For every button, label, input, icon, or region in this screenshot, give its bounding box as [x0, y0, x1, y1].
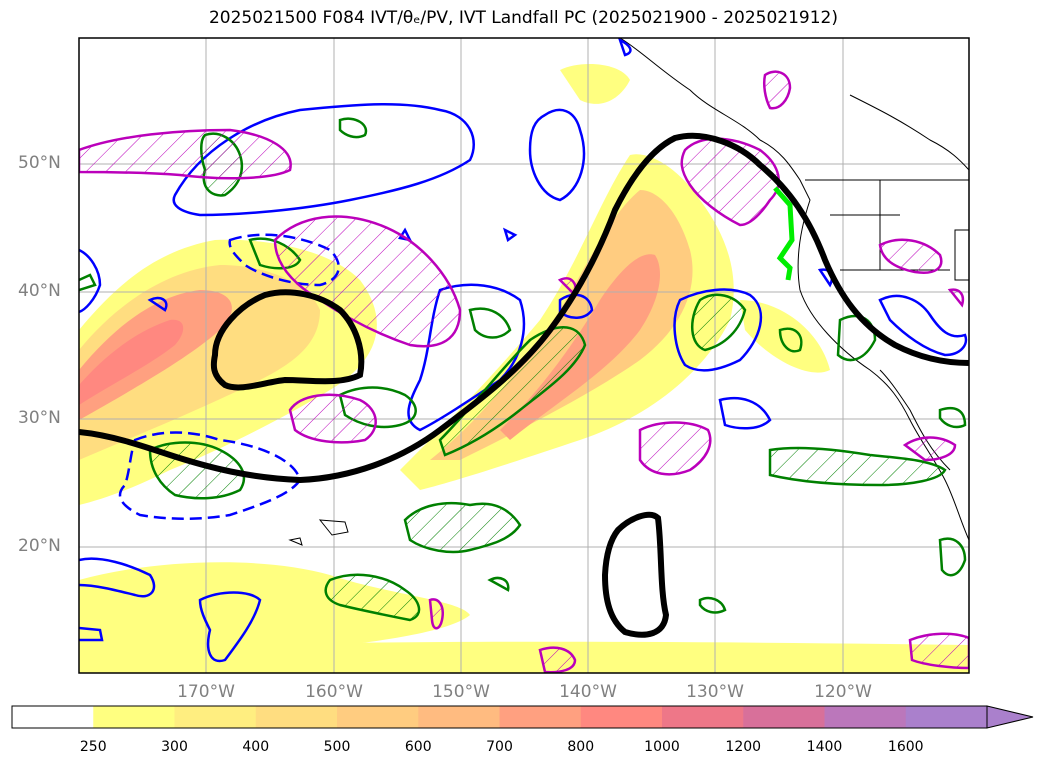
colorbar-segment: [418, 706, 500, 728]
colorbar-segment: [337, 706, 419, 728]
colorbar-tick-label: 600: [404, 739, 432, 755]
colorbar-tick-label: 1600: [887, 739, 924, 755]
colorbar-tick-label: 800: [567, 739, 595, 755]
colorbar-segment: [580, 706, 663, 728]
ivt-shading: [79, 64, 969, 673]
map-plot-area: [79, 38, 969, 673]
colorbar-tick-label: 1400: [806, 739, 843, 755]
pv-contours: [79, 38, 968, 663]
lon-label-160w: 160°W: [305, 682, 363, 702]
colorbar-border: [11, 705, 988, 729]
colorbar-segment: [174, 706, 257, 728]
colorbar-segment: [93, 706, 175, 728]
ivt-band-bottom: [79, 641, 969, 673]
lon-label-130w: 130°W: [686, 682, 744, 702]
lon-label-150w: 150°W: [432, 682, 490, 702]
colorbar-segment: [12, 706, 94, 728]
colorbar-tick-label: 1000: [644, 739, 680, 755]
colorbar-tick-label: 300: [161, 739, 188, 755]
lon-label-120w: 120°W: [814, 682, 872, 702]
colorbar-segment: [499, 706, 582, 728]
colorbar-tick-label: 500: [323, 739, 351, 755]
colorbar-segment: [743, 706, 825, 728]
map-title: 2025021500 F084 IVT/θₑ/PV, IVT Landfall …: [208, 8, 839, 28]
landfall-segment: [773, 186, 795, 281]
lat-label-50n: 50°N: [18, 153, 61, 173]
ivt-band-central-inner: [430, 190, 693, 460]
lon-label-140w: 140°W: [559, 682, 617, 702]
colorbar-segment: [255, 706, 338, 728]
graticule: [79, 38, 969, 673]
colorbar-tick-label: 250: [79, 739, 107, 755]
lat-label-30n: 30°N: [18, 408, 61, 428]
ivt-band-north: [560, 64, 630, 104]
lon-label-170w: 170°W: [177, 682, 235, 702]
colorbar-extend-arrow: [986, 705, 1034, 729]
colorbar-segment: [662, 706, 744, 728]
colorbar-segment: [824, 706, 907, 728]
lat-label-40n: 40°N: [18, 281, 61, 301]
lat-label-20n: 20°N: [18, 536, 61, 556]
map-border: [78, 37, 970, 674]
colorbar-tick-label: 1200: [725, 739, 762, 755]
ivt-core-southwest-max: [79, 319, 184, 405]
landfall-pc-contours: [79, 132, 969, 638]
colorbar-tick-label: 400: [242, 739, 270, 755]
colorbar: [11, 705, 1034, 729]
colorbar-segment: [905, 706, 988, 728]
ivt-band-east: [740, 300, 830, 373]
colorbar-tick-label: 700: [486, 739, 513, 755]
